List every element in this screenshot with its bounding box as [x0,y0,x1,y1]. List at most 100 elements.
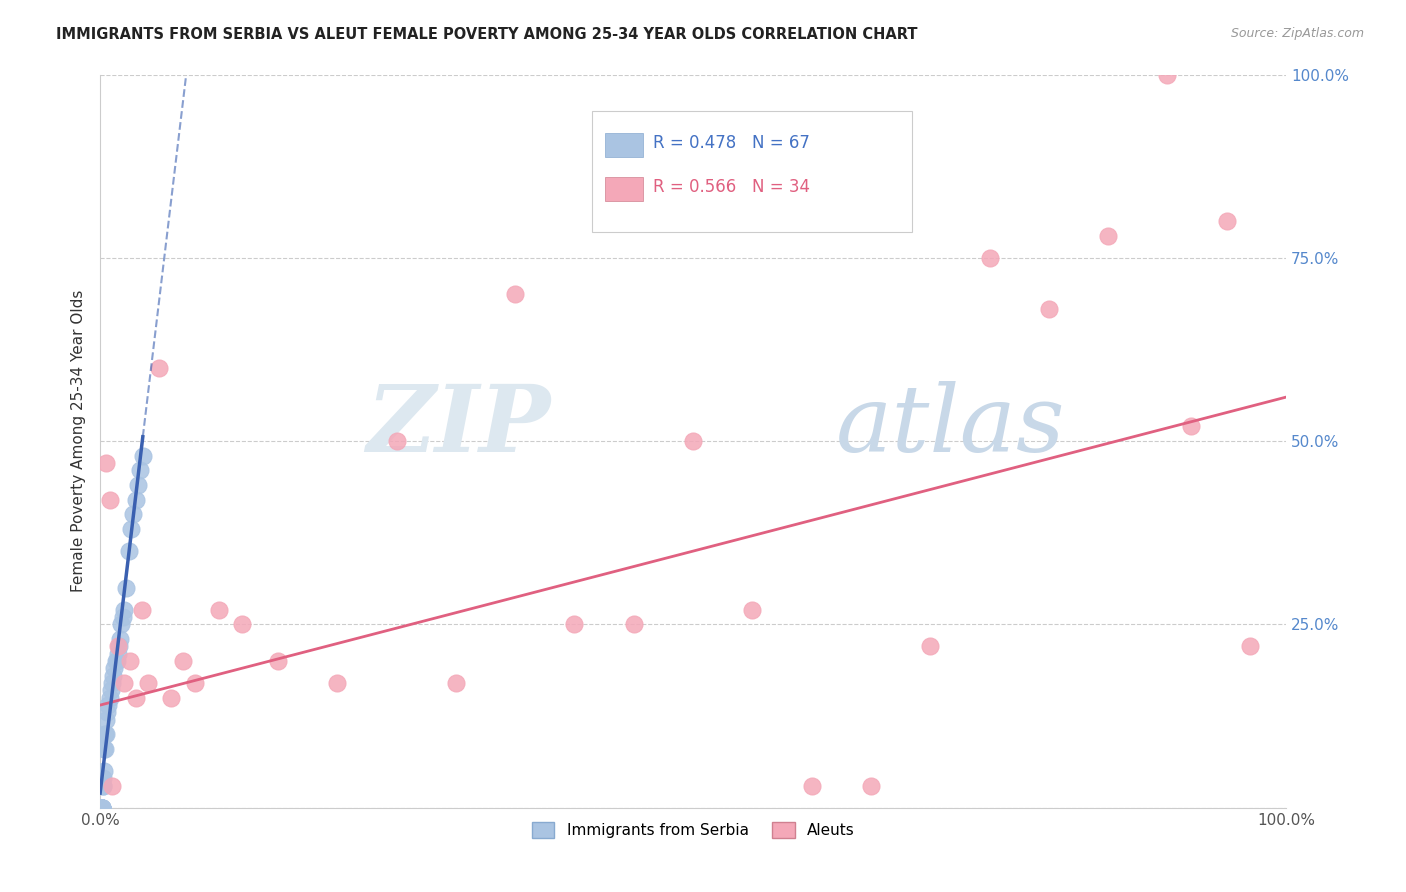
Point [101,676,124,690]
Point [131,603,153,617]
Point [98,492,121,507]
Point [90,801,112,815]
Point [125,690,148,705]
Point [129,463,152,477]
Point [94,456,117,470]
Point [90,801,112,815]
Point [118,654,141,668]
Point [89,801,111,815]
Point [94,727,117,741]
Point [136,676,159,690]
Point [94,727,117,741]
Point [110,632,132,646]
Point [112,603,135,617]
Text: IMMIGRANTS FROM SERBIA VS ALEUT FEMALE POVERTY AMONG 25-34 YEAR OLDS CORRELATION: IMMIGRANTS FROM SERBIA VS ALEUT FEMALE P… [56,27,918,42]
Point [859,779,882,793]
Point [90,801,112,815]
Point [89,801,111,815]
Point [91,779,114,793]
Point [110,617,132,632]
Point [112,676,135,690]
Point [108,640,131,654]
Point [104,654,127,668]
Point [90,801,112,815]
Point [920,640,942,654]
Point [90,801,112,815]
Point [120,522,142,536]
Point [148,360,170,375]
Text: Source: ZipAtlas.com: Source: ZipAtlas.com [1230,27,1364,40]
Point [90,801,112,815]
Text: atlas: atlas [835,382,1064,472]
Point [564,617,586,632]
FancyBboxPatch shape [606,178,643,201]
Point [90,801,112,815]
Point [90,801,112,815]
Point [1156,68,1178,82]
Point [741,603,763,617]
Point [117,544,139,558]
Point [90,801,112,815]
Point [90,801,112,815]
Point [90,801,112,815]
Point [682,434,704,449]
Point [98,690,121,705]
Point [107,640,129,654]
Point [385,434,408,449]
Point [94,742,117,756]
Point [132,449,155,463]
Point [90,801,112,815]
Point [91,801,114,815]
Point [90,801,112,815]
Point [90,801,112,815]
Point [101,669,124,683]
Point [101,779,124,793]
Point [89,801,111,815]
Text: R = 0.566   N = 34: R = 0.566 N = 34 [652,178,810,196]
Point [90,801,112,815]
Point [90,801,112,815]
Point [93,764,115,778]
Point [90,801,112,815]
Point [125,492,148,507]
Point [444,676,467,690]
Point [90,801,112,815]
Point [90,801,112,815]
Point [103,661,125,675]
Point [89,801,111,815]
Point [91,772,114,786]
Point [231,617,253,632]
Point [1215,214,1237,228]
Point [623,617,645,632]
Point [160,690,183,705]
Point [90,801,112,815]
Point [90,801,112,815]
Point [979,251,1001,265]
Point [89,801,111,815]
Y-axis label: Female Poverty Among 25-34 Year Olds: Female Poverty Among 25-34 Year Olds [72,290,86,592]
Point [1239,640,1261,654]
Point [90,801,112,815]
Text: R = 0.478   N = 67: R = 0.478 N = 67 [652,135,810,153]
Text: ZIP: ZIP [367,382,551,472]
Point [111,610,134,624]
Point [115,581,138,595]
Point [107,647,129,661]
Point [90,801,112,815]
Point [90,801,112,815]
Point [122,508,145,522]
Point [1180,419,1202,434]
Point [93,742,115,756]
Point [97,698,120,712]
Point [1038,302,1060,317]
Point [326,676,349,690]
Point [90,801,112,815]
Point [90,801,112,815]
Legend: Immigrants from Serbia, Aleuts: Immigrants from Serbia, Aleuts [526,816,860,844]
Point [208,603,231,617]
Point [127,478,149,492]
Point [90,801,112,815]
Point [90,801,112,815]
FancyBboxPatch shape [592,112,912,232]
FancyBboxPatch shape [606,133,643,157]
